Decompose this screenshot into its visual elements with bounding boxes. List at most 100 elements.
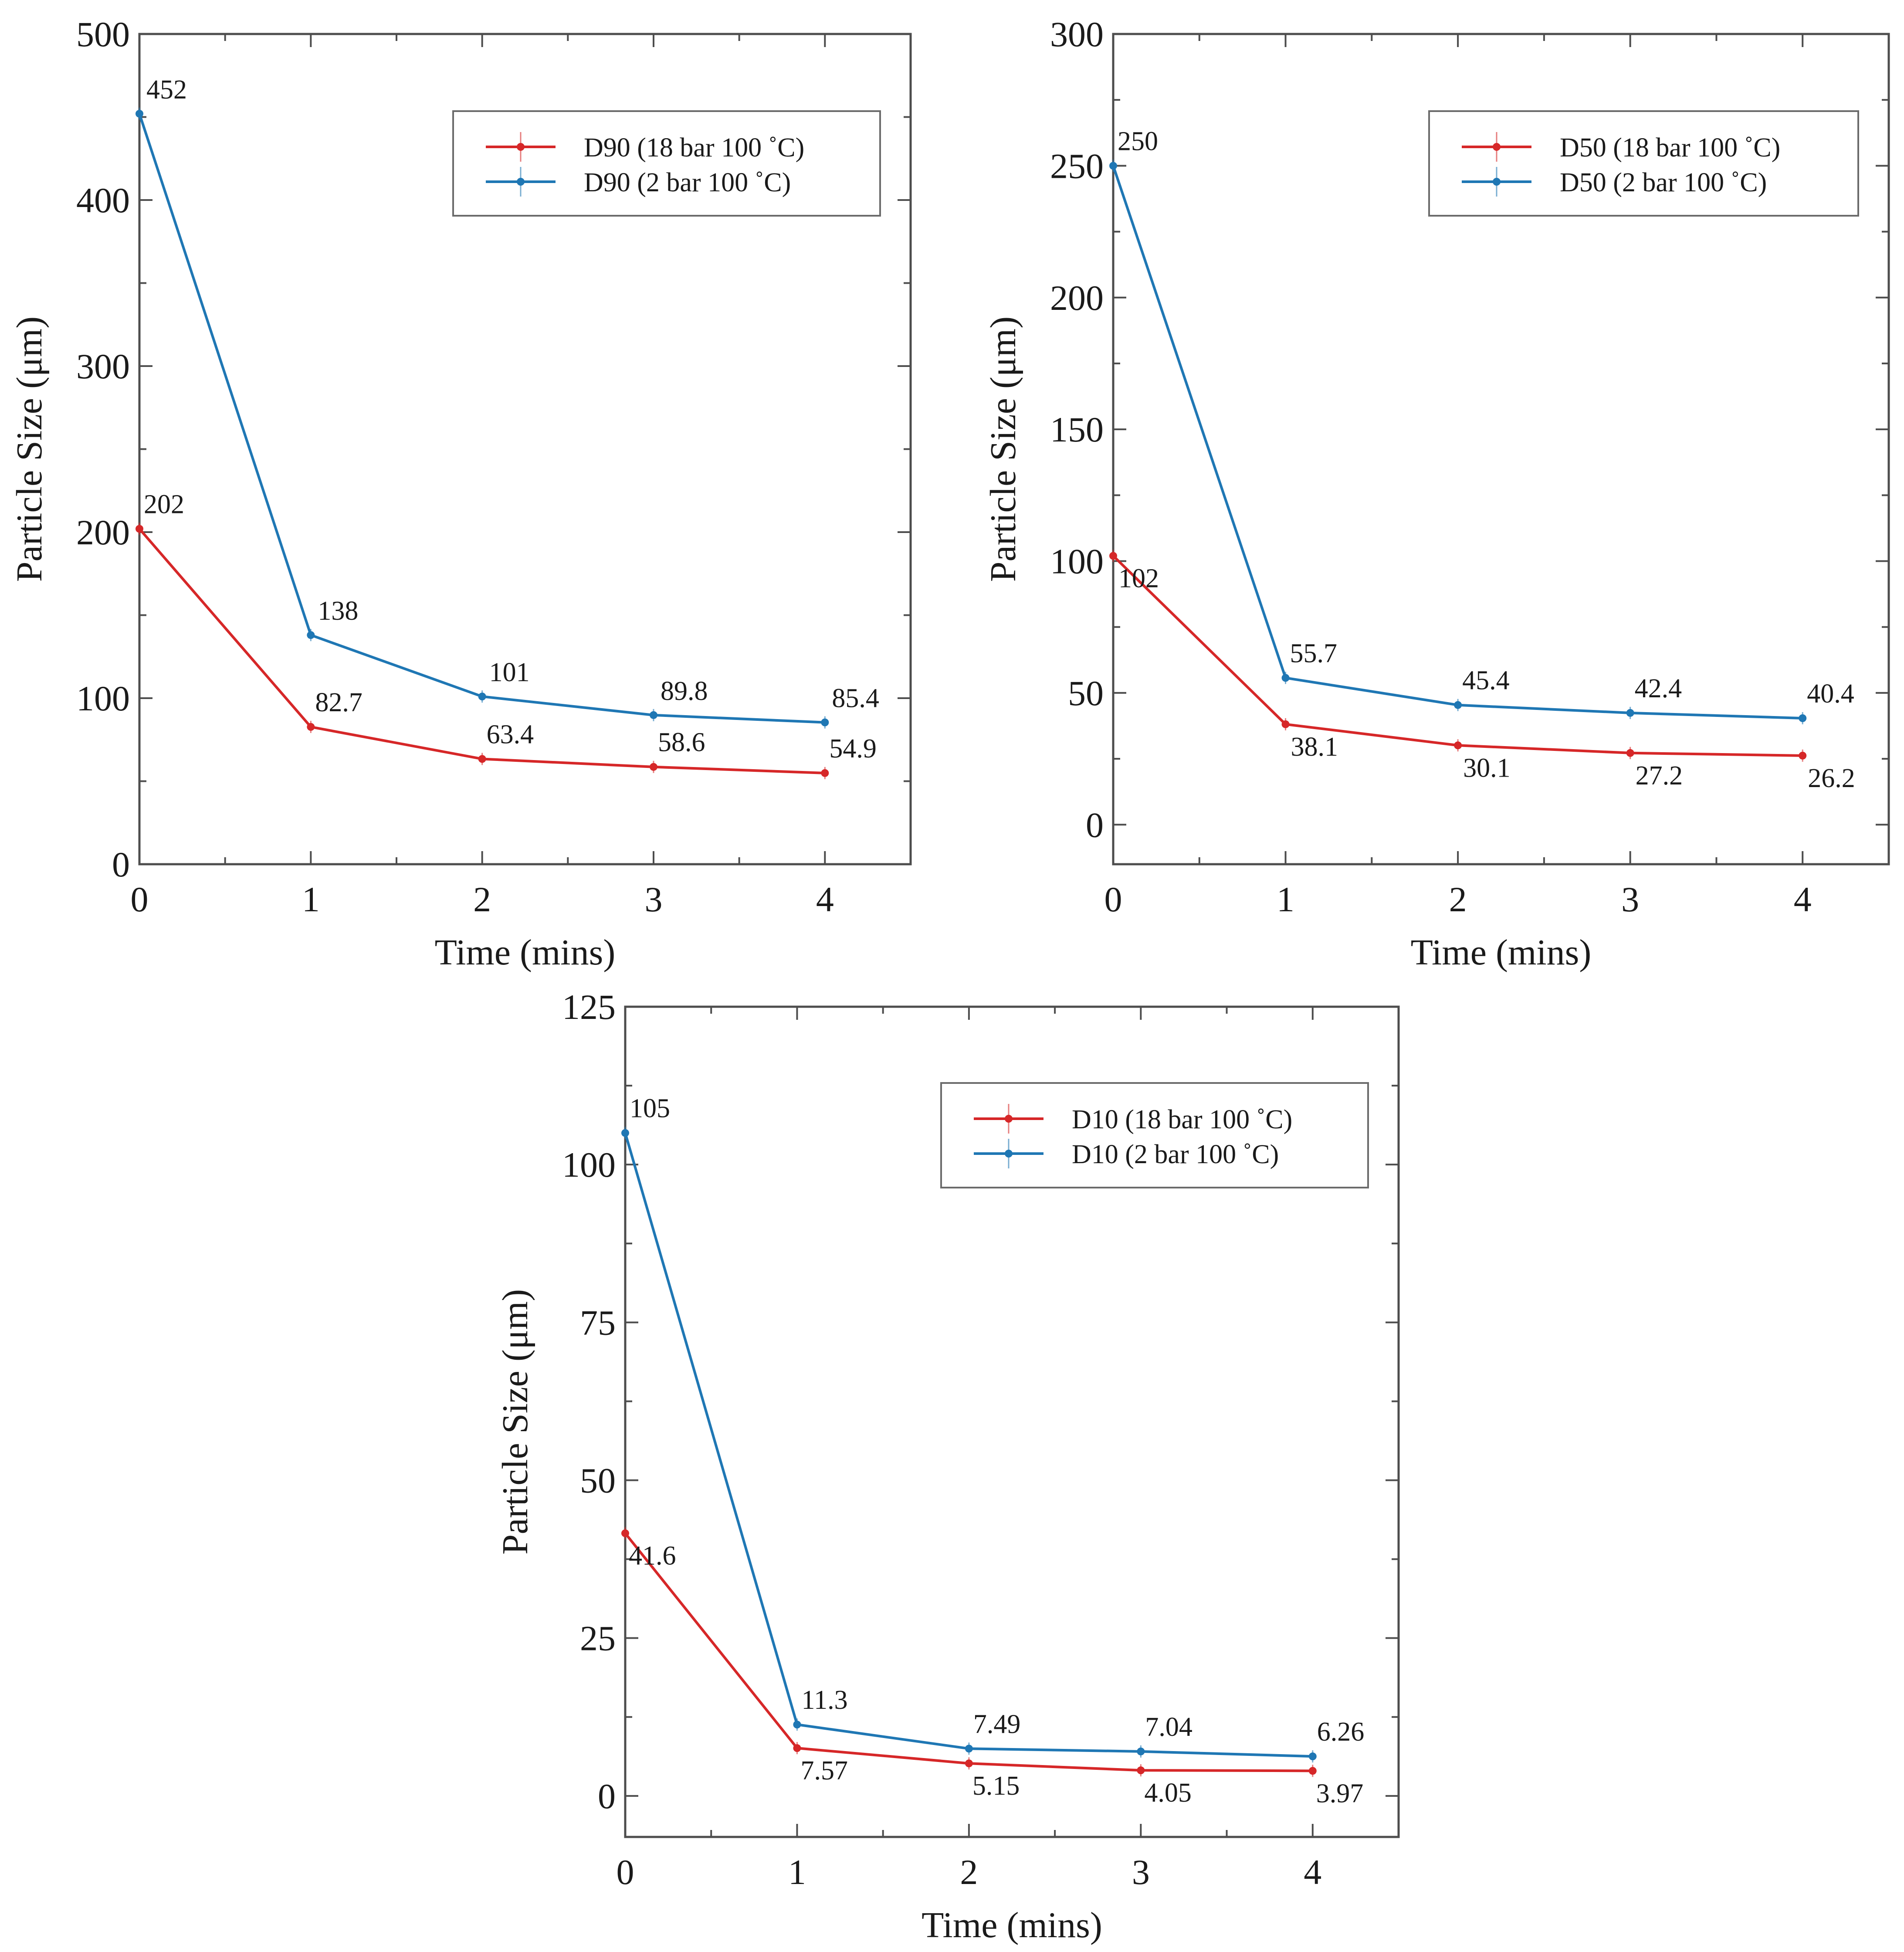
legend-box [1428,110,1859,217]
series-line [1112,555,1803,757]
y-axis-title: Particle Size (μm) [495,1289,535,1555]
legend-swatch-marker [1005,1115,1013,1123]
series-1: 102 38.1 30.1 27.2 26.2 [1109,550,1855,793]
data-label: 40.4 [1807,679,1854,709]
data-point [821,769,829,777]
x-axis-title: Time (mins) [435,932,616,973]
legend: D50 (18 bar 100 ˚C) D50 (2 bar 100 ˚C) [1428,110,1859,217]
data-point [1109,162,1117,170]
data-label: 3.97 [1316,1779,1364,1808]
legend-swatch-marker [1493,143,1501,151]
data-point [478,755,486,763]
data-label: 55.7 [1290,638,1338,668]
data-point [965,1759,973,1768]
data-point [793,1721,801,1729]
y-tick-label: 50 [1068,673,1104,713]
legend-label: D50 (18 bar 100 ˚C) [1560,133,1780,163]
legend-box [452,110,881,217]
y-tick-label: 0 [1086,805,1104,845]
x-tick-label: 0 [131,879,149,919]
legend-swatch-marker [1005,1150,1013,1158]
y-tick-label: 300 [1050,14,1104,54]
data-label: 26.2 [1808,764,1855,793]
y-tick-label: 75 [580,1303,616,1342]
y-tick-label: 200 [76,513,130,552]
series-line [1112,165,1803,720]
data-point [136,109,143,118]
data-point [1626,749,1634,757]
y-tick-label: 150 [1050,410,1104,449]
y-tick-label: 100 [1050,542,1104,581]
chart-panel-1: 0 100 200 300 400 500 0 1 2 3 4 Time (mins) Particle… [9,14,912,973]
x-tick-label: 3 [645,879,663,919]
series-2: 105 11.3 7.49 7.04 6.26 [621,1094,1365,1763]
plot-frame [624,1005,1400,1838]
data-label: 452 [146,75,187,105]
data-label: 63.4 [487,720,534,749]
data-label: 27.2 [1636,761,1683,791]
data-label: 102 [1118,564,1159,593]
data-point [1281,674,1290,682]
y-axis-title: Particle Size (μm) [9,316,50,582]
data-label: 38.1 [1291,732,1338,762]
data-point [307,631,315,639]
data-point [965,1745,973,1753]
x-tick-label: 0 [1104,879,1122,919]
data-point [1308,1752,1317,1761]
x-tick-label: 1 [1277,879,1294,919]
data-point [621,1529,629,1538]
data-point [621,1129,629,1137]
legend-label: D10 (18 bar 100 ˚C) [1072,1105,1292,1134]
legend-label: D10 (2 bar 100 ˚C) [1072,1140,1279,1169]
y-tick-label: 500 [76,14,130,54]
data-point [821,718,829,726]
data-label: 6.26 [1317,1717,1365,1747]
y-axis-title: Particle Size (μm) [983,316,1023,582]
y-tick-label: 100 [76,679,130,718]
data-label: 42.4 [1635,674,1682,703]
y-tick-label: 50 [580,1461,616,1500]
legend-swatch-marker [517,143,525,151]
legend-label: D90 (2 bar 100 ˚C) [584,168,791,197]
x-tick-label: 4 [1304,1852,1321,1892]
data-label: 82.7 [315,688,363,717]
data-point [1626,709,1634,717]
data-label: 250 [1118,126,1158,156]
x-tick-label: 1 [302,879,320,919]
y-tick-label: 200 [1050,278,1104,318]
data-label: 7.04 [1145,1712,1193,1742]
series-line [138,528,825,774]
data-label: 11.3 [801,1685,847,1715]
y-tick-label: 100 [562,1145,616,1185]
x-tick-label: 2 [473,879,491,919]
y-tick-label: 250 [1050,146,1104,186]
data-label: 54.9 [829,734,877,764]
data-point [1799,714,1807,722]
data-point [1137,1766,1145,1775]
legend-swatch-marker [1493,178,1501,186]
data-label: 202 [144,489,184,519]
series-1: 202 82.7 63.4 58.6 54.9 [136,489,877,779]
data-label: 105 [630,1094,670,1124]
data-point [1454,701,1462,709]
series-2: 250 55.7 45.4 42.4 40.4 [1109,126,1854,724]
chart-panel-3: 0 25 50 75 100 125 0 1 2 3 4 Time (mins) Particle Si… [495,987,1400,1945]
plot-frame [1112,33,1890,866]
x-tick-label: 2 [960,1852,978,1892]
legend-box [940,1082,1369,1188]
x-tick-label: 0 [617,1852,634,1892]
x-axis-title: Time (mins) [1411,932,1592,973]
series-1: 41.6 7.57 5.15 4.05 3.97 [621,1527,1363,1808]
x-tick-label: 4 [816,879,834,919]
chart-panel-2: 0 50 100 150 200 250 300 0 1 2 3 4 Time (mins) Partic… [983,14,1890,973]
y-tick-label: 125 [562,987,616,1027]
y-tick-label: 0 [112,845,130,884]
data-point [1308,1767,1317,1775]
data-point [478,693,486,701]
data-label: 7.57 [800,1756,848,1786]
data-point [1454,741,1462,750]
x-tick-label: 2 [1449,879,1467,919]
data-point [1281,720,1290,728]
x-tick-label: 1 [788,1852,806,1892]
